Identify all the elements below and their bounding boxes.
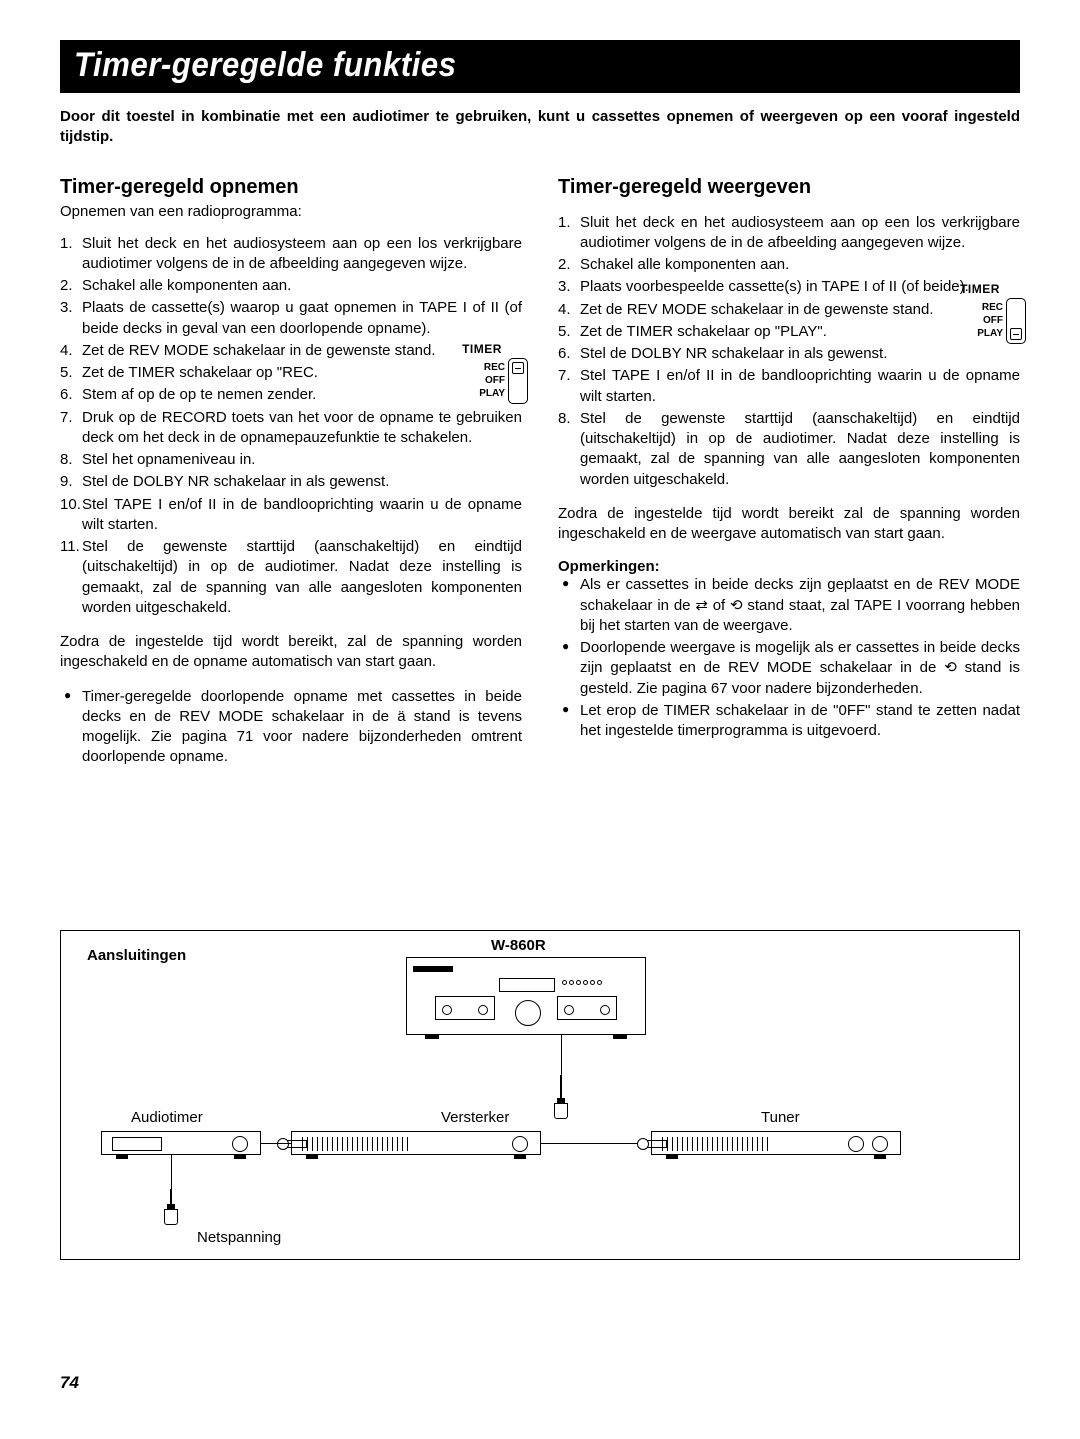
page-title: Timer-geregelde funkties: [74, 46, 931, 85]
switch-body-icon: [508, 358, 528, 404]
timer-off-label: OFF: [479, 374, 505, 387]
title-bar: Timer-geregelde funkties: [60, 40, 1020, 93]
jack-icon: [637, 1138, 667, 1148]
page-number: 74: [60, 1373, 79, 1393]
timer-label: TIMER: [934, 282, 1026, 296]
right-steps: Sluit het deck en het audiosysteem aan o…: [558, 213, 1020, 490]
note: Doorlopende weergave is mogelijk als er …: [558, 638, 1020, 699]
amplifier-icon: [291, 1131, 541, 1155]
plug-icon: [551, 1103, 571, 1127]
step: Stel TAPE I en/of II in de bandloopricht…: [558, 366, 1020, 407]
audiotimer-label: Audiotimer: [131, 1109, 203, 1126]
intro-text: Door dit toestel in kombinatie met een a…: [60, 107, 1020, 148]
switch-body-icon: [1006, 298, 1026, 344]
wire-icon: [561, 1035, 562, 1075]
right-notes: Als er cassettes in beide decks zijn gep…: [558, 575, 1020, 741]
step: Stel TAPE I en/of II in de bandloopricht…: [60, 495, 522, 536]
columns: Timer-geregeld opnemen Opnemen van een r…: [60, 176, 1020, 770]
step: Stel de gewenste starttijd (aanschakelti…: [60, 537, 522, 618]
timer-positions: REC OFF PLAY: [977, 301, 1003, 340]
diagram-title: Aansluitingen: [87, 947, 186, 964]
timer-switch-diagram-rec: TIMER REC OFF PLAY: [436, 342, 528, 404]
note: Let erop de TIMER schakelaar in de "0FF"…: [558, 701, 1020, 742]
cassette-deck-icon: [406, 957, 646, 1035]
step: Stel het opnameniveau in.: [60, 450, 522, 470]
step: Plaats de cassette(s) waarop u gaat opne…: [60, 298, 522, 339]
left-subheading: Opnemen van een radioprogramma:: [60, 203, 522, 220]
amp-label: Versterker: [441, 1109, 509, 1126]
right-after: Zodra de ingestelde tijd wordt bereikt z…: [558, 504, 1020, 545]
timer-rec-label: REC: [479, 361, 505, 374]
note: Als er cassettes in beide decks zijn gep…: [558, 575, 1020, 636]
timer-label: TIMER: [436, 342, 528, 356]
step: Stel de gewenste starttijd (aanschakelti…: [558, 409, 1020, 490]
step: Stel de DOLBY NR schakelaar in als gewen…: [558, 344, 1020, 364]
step: Schakel alle komponenten aan.: [60, 276, 522, 296]
step: Stel de DOLBY NR schakelaar in als gewen…: [60, 472, 522, 492]
mains-label: Netspanning: [197, 1229, 281, 1246]
timer-positions: REC OFF PLAY: [479, 361, 505, 400]
notes-heading: Opmerkingen:: [558, 558, 1020, 575]
right-heading: Timer-geregeld weergeven: [558, 176, 1020, 199]
right-column: Timer-geregeld weergeven Sluit het deck …: [558, 176, 1020, 770]
timer-play-label: PLAY: [479, 387, 505, 400]
wire-icon: [171, 1155, 172, 1189]
step: Sluit het deck en het audiosysteem aan o…: [558, 213, 1020, 254]
timer-switch-diagram-play: TIMER REC OFF PLAY: [934, 282, 1026, 344]
bullet: Timer-geregelde doorlopende opname met c…: [60, 687, 522, 768]
step: Druk op de RECORD toets van het voor de …: [60, 408, 522, 449]
tuner-icon: [651, 1131, 901, 1155]
switch-knob-icon: [1010, 328, 1022, 340]
left-steps: Sluit het deck en het audiosysteem aan o…: [60, 234, 522, 619]
left-heading: Timer-geregeld opnemen: [60, 176, 522, 199]
tuner-label: Tuner: [761, 1109, 800, 1126]
connection-diagram: Aansluitingen W-860R Versterker Tuner Au…: [60, 930, 1020, 1260]
audiotimer-icon: [101, 1131, 261, 1155]
step: Schakel alle komponenten aan.: [558, 255, 1020, 275]
left-after: Zodra de ingestelde tijd wordt bereikt, …: [60, 632, 522, 673]
timer-rec-label: REC: [977, 301, 1003, 314]
step: Sluit het deck en het audiosysteem aan o…: [60, 234, 522, 275]
wire-icon: [541, 1143, 637, 1144]
wire-icon: [261, 1143, 291, 1144]
timer-off-label: OFF: [977, 314, 1003, 327]
switch-knob-icon: [512, 362, 524, 374]
timer-play-label: PLAY: [977, 327, 1003, 340]
left-bullets: Timer-geregelde doorlopende opname met c…: [60, 687, 522, 768]
left-column: Timer-geregeld opnemen Opnemen van een r…: [60, 176, 522, 770]
plug-icon: [161, 1209, 181, 1233]
deck-model-label: W-860R: [491, 937, 546, 954]
